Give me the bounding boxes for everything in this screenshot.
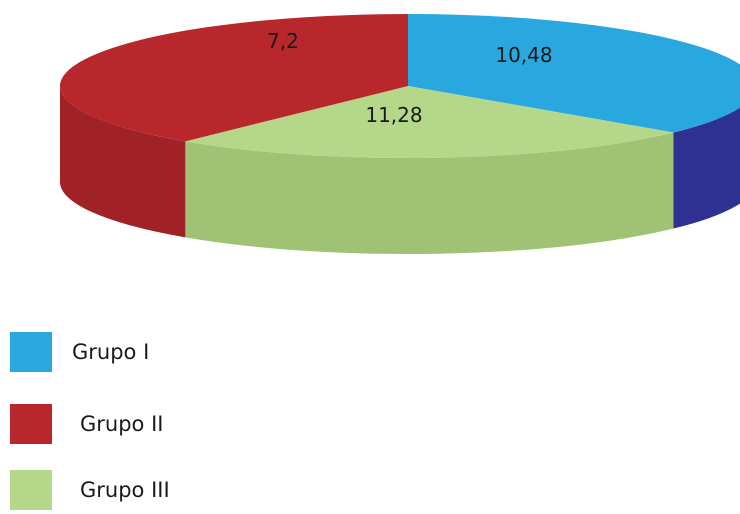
legend-item-grupo-iii: Grupo III	[10, 470, 270, 514]
legend-label-grupo-i: Grupo I	[72, 340, 150, 364]
data-label-grupo-iii: 7,2	[267, 29, 299, 53]
pie-slice-grupo-i	[408, 14, 740, 133]
legend-item-grupo-i: Grupo I	[10, 332, 270, 376]
legend-label-grupo-iii: Grupo III	[80, 478, 170, 502]
pie-side-grupo-ii	[59, 86, 186, 238]
pie-slice-grupo-iii	[185, 86, 674, 159]
legend-label-grupo-ii: Grupo II	[80, 412, 164, 436]
pie-side-grupo-i	[673, 107, 740, 229]
legend-swatch-grupo-ii	[10, 404, 52, 444]
legend-swatch-grupo-i	[10, 332, 52, 372]
legend-swatch-grupo-iii	[10, 470, 52, 510]
pie-side-grupo-iii	[185, 132, 674, 255]
pie-slice-grupo-ii	[60, 14, 408, 142]
data-label-grupo-ii: 11,28	[365, 103, 422, 127]
legend-item-grupo-ii: Grupo II	[10, 404, 270, 448]
data-label-grupo-i: 10,48	[495, 43, 552, 67]
